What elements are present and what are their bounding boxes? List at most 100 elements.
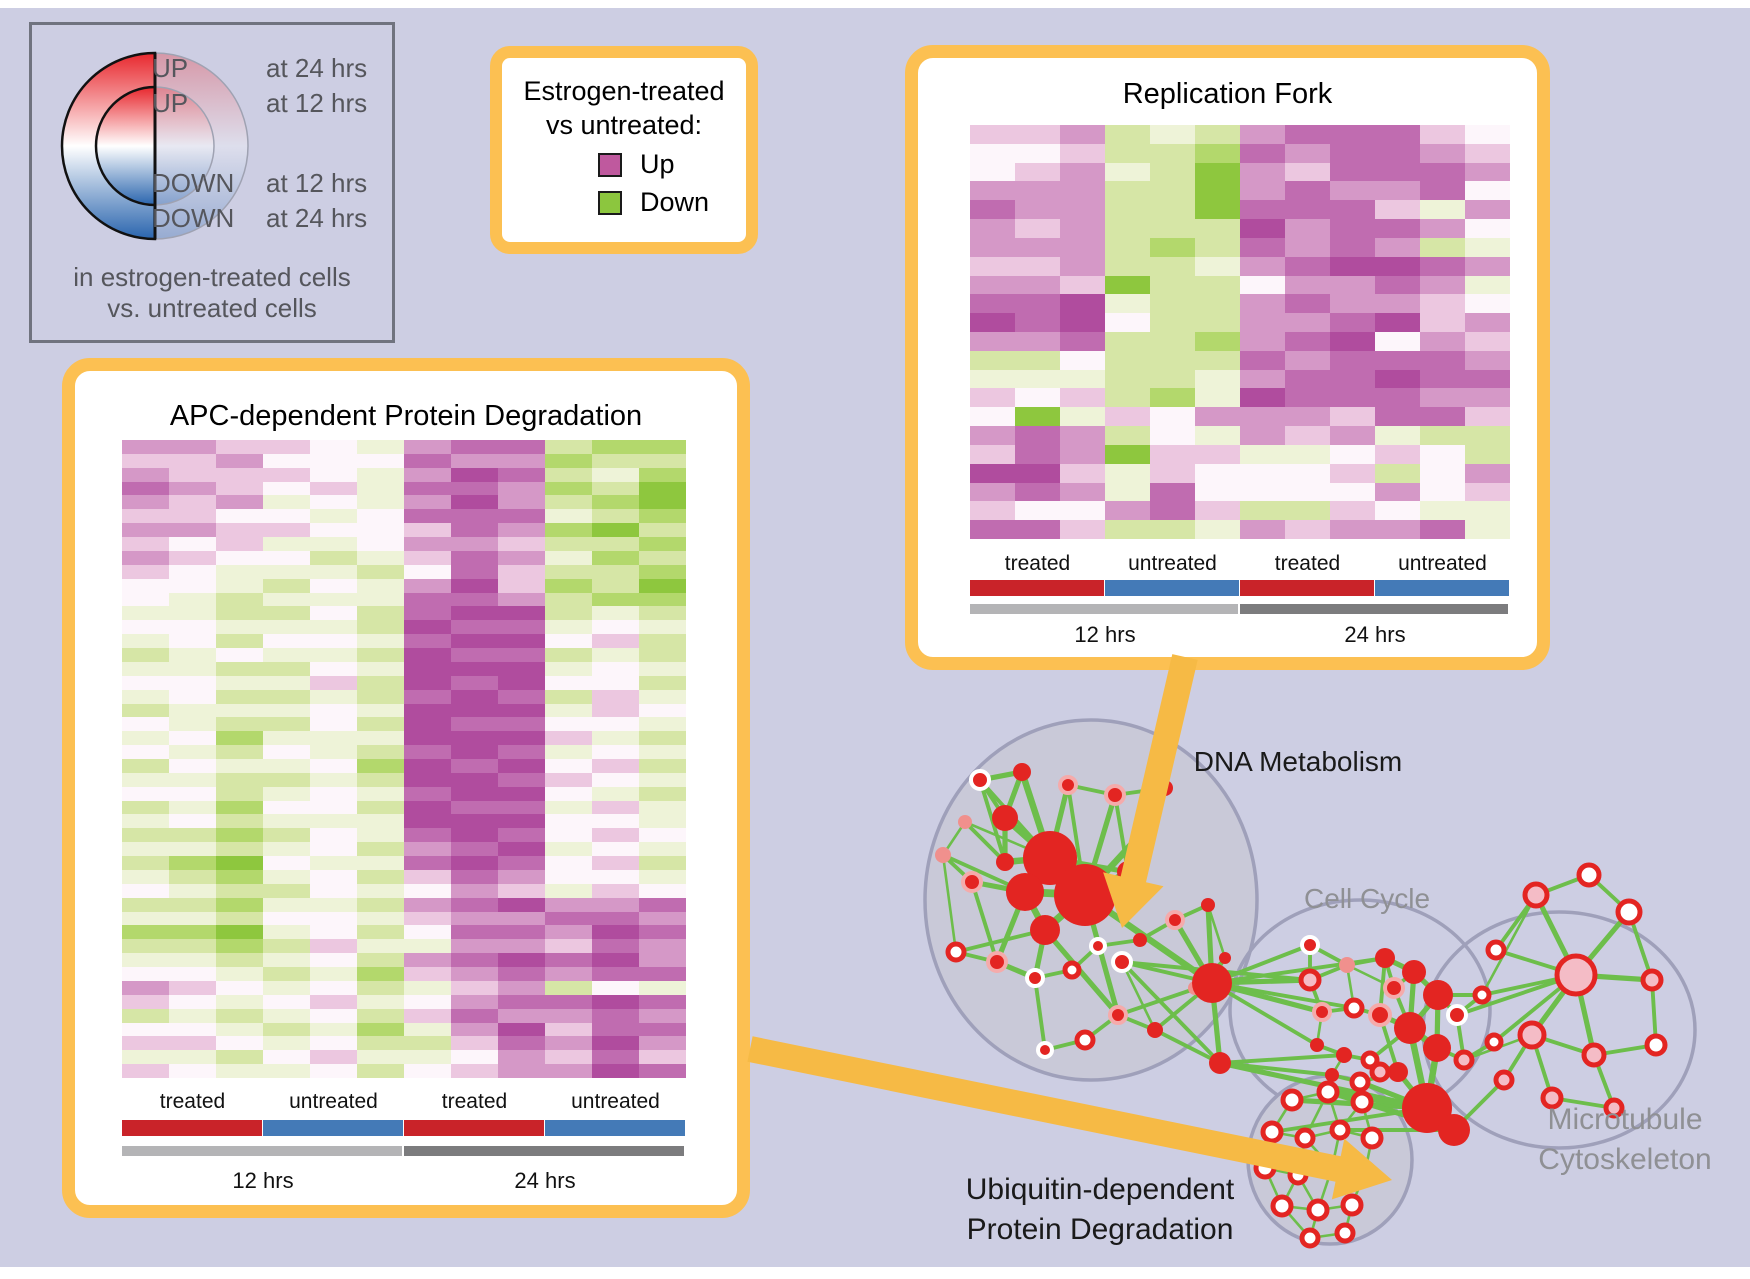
network-edge: [1383, 956, 1396, 990]
network-edge: [1138, 918, 1177, 942]
network-node: [958, 815, 972, 829]
network-node: [1133, 933, 1147, 947]
heatmap-cell: [169, 495, 216, 510]
heatmap-cell: [357, 980, 404, 995]
heatmap-cell: [169, 980, 216, 995]
heatmap-cell: [263, 634, 310, 649]
heatmap-cell: [404, 1022, 451, 1037]
heatmap-cell: [169, 994, 216, 1009]
heatmap-cell: [263, 661, 310, 676]
heatmap-cell: [169, 481, 216, 496]
heatmap-cell: [263, 1022, 310, 1037]
heatmap-cell: [263, 578, 310, 593]
heatmap-cell: [498, 745, 545, 759]
heatmap-cell: [639, 1064, 686, 1078]
network-node: [1340, 1193, 1364, 1217]
network-edge: [1573, 972, 1655, 983]
heatmap-cell: [1420, 426, 1465, 445]
network-edge: [1423, 1104, 1458, 1134]
network-node: [1310, 1038, 1324, 1052]
heatmap-cell: [1375, 219, 1420, 238]
heatmap-cell: [1015, 444, 1060, 464]
ubiquitin-degradation-label: Ubiquitin-dependent Protein Degradation: [965, 1173, 1235, 1246]
heatmap-cell: [169, 1036, 216, 1051]
network-node: [1339, 957, 1355, 973]
heatmap-cell: [169, 523, 216, 538]
heatmap-cell: [404, 869, 451, 884]
heatmap-cell: [1105, 332, 1150, 351]
heatmap-cell: [498, 467, 545, 482]
heatmap-cell: [216, 592, 263, 607]
heatmap-cell: [592, 495, 639, 510]
heatmap-cell: [545, 634, 592, 649]
heatmap-cell: [169, 606, 216, 621]
heatmap-cell: [1420, 219, 1465, 238]
heatmap-cell: [357, 509, 404, 524]
heatmap-cell: [1150, 444, 1195, 464]
heatmap-cell: [451, 828, 498, 843]
heatmap-cell: [592, 731, 639, 746]
network-edge: [1530, 1033, 1554, 1100]
heatmap-cell: [639, 980, 686, 995]
heatmap-cell: [1015, 162, 1060, 182]
heatmap-cell: [592, 634, 639, 649]
heatmap-cell: [404, 592, 451, 607]
heatmap-cell: [404, 856, 451, 870]
heatmap-cell: [1105, 143, 1150, 163]
heatmap-cell: [1240, 313, 1285, 332]
network-edge: [1303, 1128, 1342, 1140]
network-edge: [1210, 956, 1387, 985]
heatmap-cell: [310, 481, 357, 496]
network-edge: [1592, 1043, 1658, 1057]
network-edge: [1206, 903, 1227, 960]
heatmap-cell: [1330, 332, 1375, 351]
condition-bar: [970, 580, 1104, 596]
heatmap-cell: [404, 717, 451, 732]
heatmap-cell: [1105, 407, 1150, 427]
network-node: [1329, 1119, 1351, 1141]
heatmap-cell: [545, 648, 592, 662]
network-edge: [1462, 1040, 1496, 1062]
heatmap-cell: [1240, 350, 1285, 370]
heatmap-cell: [1465, 463, 1510, 483]
network-node: [1388, 1062, 1408, 1082]
heatmap-cell: [404, 842, 451, 857]
network-node: [1581, 1042, 1607, 1068]
heatmap-cell: [592, 745, 639, 759]
time-label: 12 hrs: [232, 1168, 294, 1193]
network-edge: [1210, 981, 1319, 1047]
heatmap-cell: [592, 578, 639, 593]
heatmap-cell: [357, 578, 404, 593]
heatmap-cell: [1285, 332, 1330, 351]
heatmap-cell: [404, 786, 451, 801]
network-node: [1368, 1003, 1392, 1027]
network-edge: [1452, 1078, 1506, 1132]
heatmap-cell: [122, 828, 169, 843]
heatmap-cell: [310, 1050, 357, 1065]
heatmap-cell: [1420, 332, 1465, 351]
heatmap-cell: [592, 1050, 639, 1065]
network-edge: [1218, 1061, 1334, 1077]
up-label: Up: [640, 149, 675, 179]
heatmap-cell: [310, 620, 357, 635]
network-edge: [1316, 1203, 1354, 1212]
network-node: [1493, 1069, 1515, 1091]
heatmap-cell: [310, 509, 357, 524]
heatmap-cell: [1285, 294, 1330, 314]
heatmap-cell: [451, 883, 498, 898]
network-node: [961, 871, 983, 893]
heatmap-cell: [1375, 350, 1420, 370]
heatmap-cell: [122, 731, 169, 746]
heatmap-cell: [404, 1050, 451, 1065]
heatmap-cell: [639, 495, 686, 510]
heatmap-cell: [169, 800, 216, 815]
heatmap-cell: [310, 842, 357, 857]
heatmap-cell: [1240, 143, 1285, 163]
heatmap-cell: [169, 758, 216, 773]
heatmap-cell: [1375, 482, 1420, 502]
heatmap-cell: [404, 440, 451, 454]
heatmap-cell: [216, 772, 263, 787]
network-edge: [1533, 892, 1579, 978]
heatmap-cell: [122, 772, 169, 787]
heatmap-cell: [122, 925, 169, 940]
